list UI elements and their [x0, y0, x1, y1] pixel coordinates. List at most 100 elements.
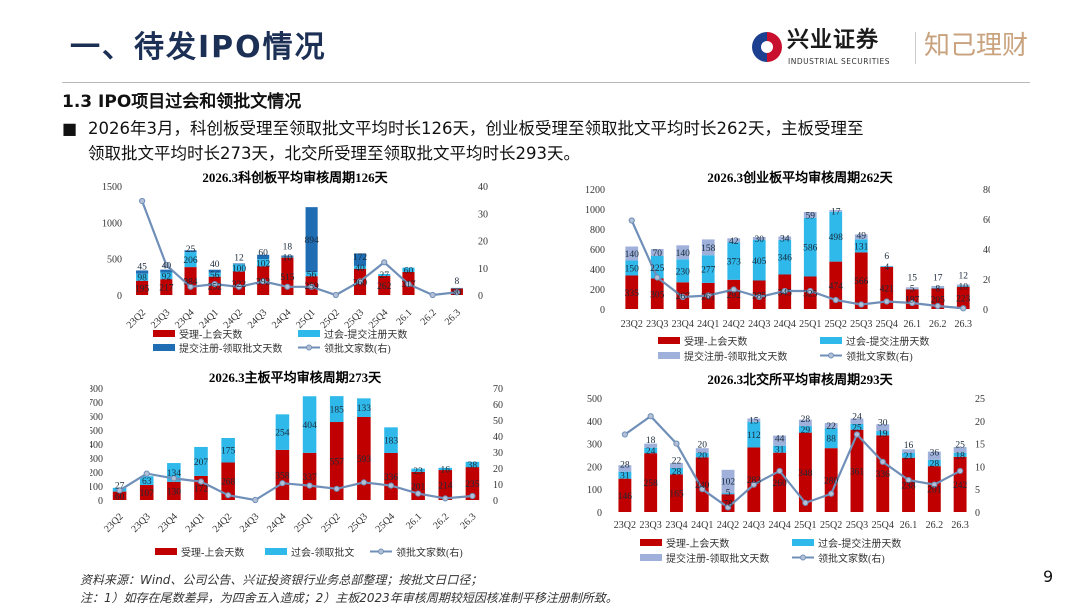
y-tick-label: 200: [90, 468, 103, 479]
data-label: 348: [798, 469, 813, 479]
bar-segment: [208, 272, 221, 277]
data-label: 267: [676, 292, 691, 302]
data-label: 28: [930, 459, 940, 469]
line-series: [141, 200, 458, 297]
bar-segment: [880, 266, 894, 267]
bar-segment: [136, 270, 149, 274]
line-series: [118, 472, 473, 502]
line-marker: [260, 278, 267, 285]
bar-segment: [136, 280, 149, 295]
data-label: 262: [377, 282, 392, 292]
y2-tick-label: 30: [493, 448, 503, 459]
line-marker: [163, 261, 170, 269]
y-tick-label: 500: [107, 255, 122, 266]
bar-segment: [208, 269, 221, 273]
data-label: 25: [955, 440, 965, 450]
line-marker: [647, 413, 654, 420]
x-tick-label: 25Q4: [872, 520, 894, 531]
data-label: 5: [726, 489, 731, 499]
y2-tick-label: 40: [983, 245, 990, 256]
bar-segment: [931, 288, 945, 309]
line-marker: [360, 479, 367, 486]
data-label: 88: [826, 435, 836, 445]
data-label: 107: [140, 489, 155, 499]
y2-tick-label: 40: [478, 182, 488, 193]
chart-main-board: 2026.3主板平均审核周期273天0100200300400500600700…: [90, 370, 503, 559]
data-label: 19: [878, 430, 888, 440]
x-tick-label: 25Q1: [292, 511, 316, 535]
x-tick-label: 25Q2: [319, 511, 343, 535]
bar-segment: [931, 287, 945, 289]
page-title: 一、待发IPO情况: [70, 30, 327, 65]
bar-segment: [876, 431, 890, 436]
data-label: 207: [194, 458, 209, 468]
x-tick-label: 26.2: [431, 511, 451, 531]
bar-segment: [184, 267, 197, 295]
data-label: 185: [330, 406, 345, 416]
data-label: 23: [413, 467, 423, 477]
line-marker: [673, 440, 680, 447]
data-label: 421: [880, 284, 895, 294]
x-tick-label: 26.1: [904, 319, 922, 330]
bar-segment: [625, 260, 639, 276]
x-tick-label: 23Q4: [672, 319, 694, 330]
bar-segment: [905, 288, 919, 290]
legend-swatch: [155, 548, 177, 555]
bar-segment: [829, 211, 843, 262]
y2-tick-label: 25: [975, 394, 985, 405]
data-label: 8: [455, 277, 460, 287]
x-tick-label: 24Q3: [246, 307, 270, 331]
data-label: 252: [208, 282, 223, 292]
line-marker: [621, 431, 628, 438]
data-label: 5: [910, 285, 915, 295]
legend-label: 过会-提交注册天数: [818, 537, 901, 550]
bar-segment: [880, 266, 894, 309]
bar-segment: [625, 246, 639, 261]
bar-segment: [902, 449, 915, 453]
x-tick-label: 24Q4: [270, 307, 294, 331]
data-label: 242: [953, 481, 968, 491]
page-number: 9: [1043, 567, 1054, 586]
line-marker: [909, 299, 916, 307]
bar-segment: [329, 396, 344, 423]
bar-segment: [257, 259, 270, 267]
logo-divider: [915, 32, 916, 64]
data-label: 201: [411, 482, 426, 492]
bar-segment: [902, 452, 915, 458]
x-tick-label: 24Q2: [723, 319, 745, 330]
bar-segment: [752, 240, 766, 281]
data-label: 36: [930, 448, 940, 458]
y2-tick-label: 0: [493, 496, 498, 507]
x-tick-label: 25Q2: [825, 319, 847, 330]
line-marker: [306, 482, 313, 489]
bar-segment: [854, 252, 868, 309]
y-tick-label: 800: [90, 384, 103, 395]
line-marker: [415, 490, 422, 497]
data-label: 140: [676, 249, 691, 259]
logo-swirl-icon: [752, 32, 782, 62]
line-marker: [960, 305, 967, 312]
x-tick-label: 23Q4: [156, 511, 180, 535]
data-label: 259: [304, 282, 319, 292]
data-label: 238: [901, 481, 916, 491]
bar-segment: [378, 273, 391, 276]
data-label: 150: [625, 265, 640, 275]
bar-segment: [721, 494, 735, 512]
data-label: 34: [780, 235, 790, 245]
data-label: 12: [234, 253, 244, 263]
line-marker: [187, 283, 194, 290]
line-marker: [235, 283, 243, 290]
bar-segment: [727, 279, 741, 309]
data-label: 102: [721, 478, 736, 488]
x-tick-label: 26.3: [443, 307, 463, 327]
x-tick-label: 23Q2: [125, 307, 149, 331]
line-marker: [931, 481, 938, 488]
bar-segment: [747, 447, 761, 512]
summary-line-2: 领取批文平均时长273天，北交所受理至领取批文平均时长293天。: [88, 144, 580, 163]
data-label: 92: [162, 272, 172, 282]
bar-segment: [798, 432, 812, 512]
line-marker: [442, 495, 449, 502]
bar-segment: [902, 457, 915, 512]
line-marker: [332, 291, 339, 299]
y-tick-label: 400: [90, 440, 103, 451]
